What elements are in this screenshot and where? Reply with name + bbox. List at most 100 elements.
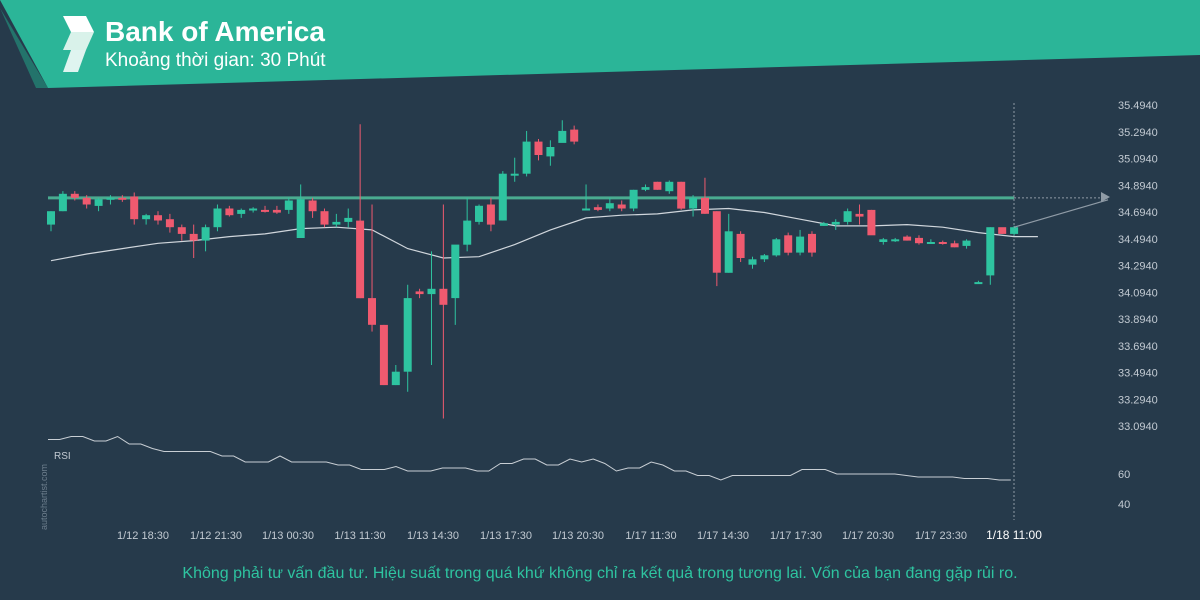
candle-body [593,207,602,210]
y-tick-label: 34.8940 [1118,180,1158,192]
candle-body [261,209,269,212]
candle-body [998,227,1007,234]
candle-body [272,209,281,213]
candle-body [891,239,900,242]
candle-body [843,211,852,222]
candle-body [570,129,579,142]
candle-body [915,237,923,244]
candle-body [641,187,650,190]
candle-body [831,221,840,225]
candle-body [760,255,769,260]
candle-body [379,324,388,386]
candle-body [736,233,745,258]
x-tick-label: 1/17 17:30 [770,530,822,542]
candle-body [284,200,293,210]
candle-body [118,197,127,200]
candle-body [784,235,793,253]
x-tick-label: 1/17 20:30 [842,530,894,542]
candle-body [808,233,816,253]
candle-body [165,219,174,228]
axes: 35.4940 35.2940 35.0940 34.8940 34.6940 34.49… [117,100,1158,542]
timeframe-subtitle: Khoảng thời gian: 30 Phút [105,50,326,71]
x-tick-label: 1/12 18:30 [117,530,169,542]
price-plot [47,103,1110,520]
y-tick-label: 33.6940 [1118,341,1158,353]
candle-body [617,204,626,209]
candle-body [677,181,686,209]
candle-body [368,298,376,325]
candle-body [237,209,246,214]
candle-body [582,208,591,211]
x-tick-label: 1/17 11:30 [625,530,676,542]
candle-body [867,209,876,236]
candle-body [653,181,662,190]
rsi-panel: RSI [48,435,1011,481]
candle-body [1010,227,1019,234]
candle-body [356,220,365,299]
candle-body [510,173,519,176]
y-tick-label: 33.8940 [1118,314,1158,326]
candle-body [819,223,828,226]
candle-body [772,239,781,256]
y-tick-label: 33.2940 [1118,394,1158,406]
candle-body [415,291,424,295]
risk-disclaimer: Không phải tư vấn đầu tư. Hiệu suất tron… [182,565,1018,582]
candle-body [439,288,448,305]
candle-body [903,236,912,241]
y-tick-label: 35.4940 [1118,100,1158,112]
candle-body [225,208,234,216]
candle-body [486,204,495,225]
rsi-tick-label: 40 [1118,499,1130,511]
watermark: autochartist.com [39,463,49,530]
candle-body [724,231,733,273]
x-tick-label: 1/13 17:30 [480,530,532,542]
candle-body [427,288,436,295]
y-tick-label: 35.0940 [1118,154,1158,166]
candle-body [986,227,995,276]
header-banner [0,0,1200,88]
candle-body [522,141,531,174]
rsi-line [48,435,1011,481]
x-tick-label: 1/13 14:30 [407,530,459,542]
candle-body [249,208,258,211]
candle-body [82,197,91,205]
y-tick-label: 34.6940 [1118,207,1158,219]
rsi-label: RSI [54,451,71,462]
header-banner-shadow [0,8,48,88]
x-tick-label: 1/13 11:30 [334,530,385,542]
candle-body [463,220,472,245]
forecast-arrow-line [1013,199,1109,228]
candle-body [855,213,864,217]
candle-body [106,197,115,200]
candle-body [546,147,555,157]
x-tick-label: 1/13 20:30 [552,530,604,542]
candle-body [47,211,55,225]
candle-body [94,199,103,206]
candle-body [629,189,638,209]
candle-body [142,215,151,220]
candle-body [58,193,67,212]
y-tick-label: 35.2940 [1118,127,1158,139]
candle-body [712,211,721,273]
x-tick-label: 1/17 14:30 [697,530,749,542]
candle-body [403,298,412,372]
moving-average-line [50,207,1038,262]
candle-body [308,200,317,212]
candle-body [201,227,210,241]
candle-body [320,211,329,225]
y-tick-label: 34.4940 [1118,234,1158,246]
candle-body [701,197,709,214]
candle-body [689,197,698,209]
x-tick-label: 1/17 23:30 [915,530,967,542]
candle-body [748,259,757,265]
x-tick-label: 1/12 21:30 [190,530,242,542]
candle-body [974,282,983,285]
y-tick-label: 33.0940 [1118,421,1158,433]
x-tick-label: 1/13 00:30 [262,530,314,542]
candle-body [558,130,567,143]
y-tick-label: 34.2940 [1118,261,1158,273]
candle-body [962,240,971,246]
candle-body [344,217,353,222]
